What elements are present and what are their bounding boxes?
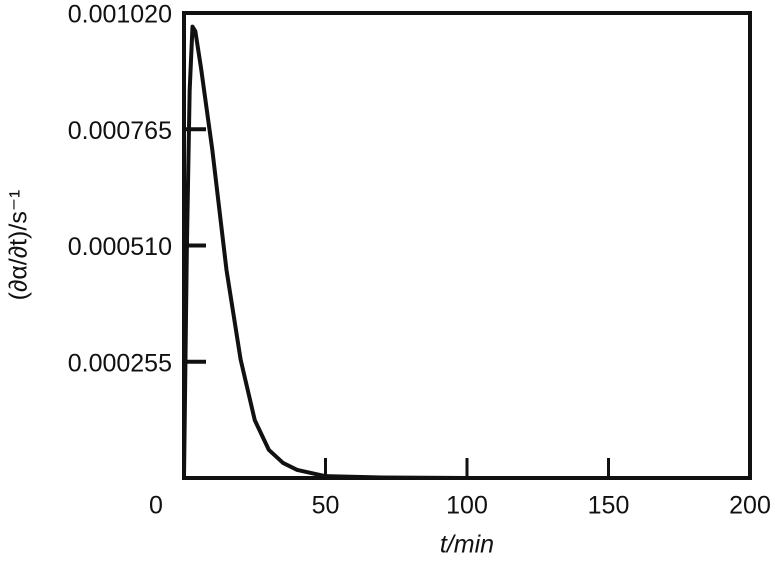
x-tick-label: 200 bbox=[729, 492, 771, 520]
y-tick-label: 0.000765 bbox=[68, 117, 172, 145]
x-tick-label: 0 bbox=[149, 492, 163, 520]
y-tick-label: 0.000510 bbox=[68, 233, 172, 261]
data-line bbox=[182, 24, 750, 480]
y-tick-label: 0.001020 bbox=[68, 1, 172, 29]
x-axis-label: t/min bbox=[440, 531, 494, 559]
y-tick-label: 0.000255 bbox=[68, 349, 172, 377]
x-tick-label: 150 bbox=[588, 492, 630, 520]
y-axis-label: (∂α/∂t)/s⁻¹ bbox=[5, 190, 33, 301]
plot-frame bbox=[182, 11, 752, 480]
x-tick-label: 100 bbox=[446, 492, 488, 520]
x-tick-label: 50 bbox=[312, 492, 340, 520]
